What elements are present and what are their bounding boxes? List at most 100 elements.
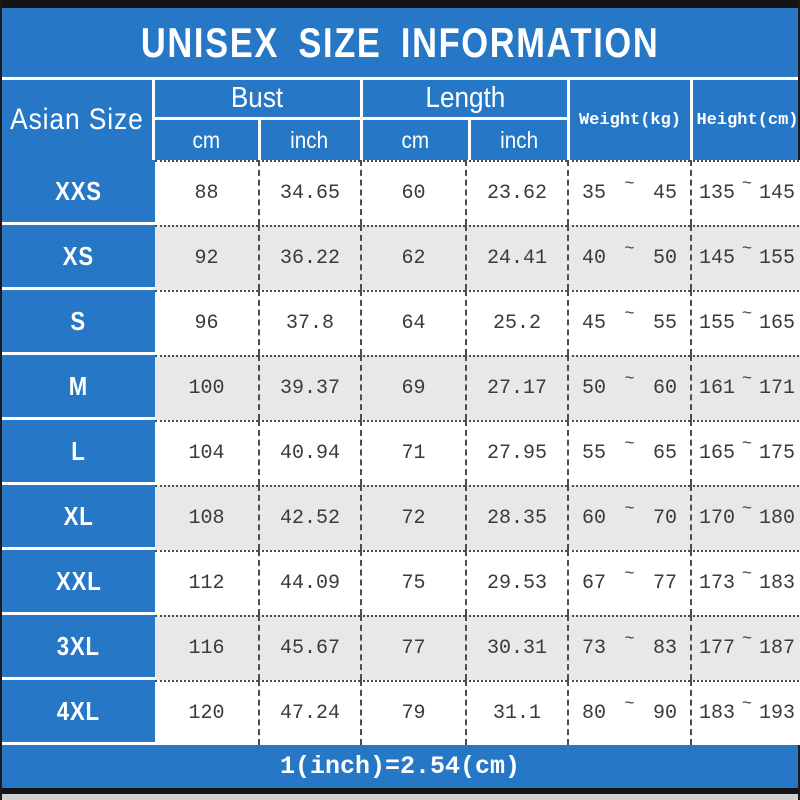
size-label: M: [68, 370, 89, 401]
header-bust: Bust: [155, 80, 360, 120]
height-min: 170: [699, 507, 736, 530]
height-min: 155: [699, 312, 736, 335]
header-length-inch: inch: [468, 120, 567, 160]
conversion-note: 1(inch)=2.54(cm): [279, 752, 521, 781]
weight-range-cell: 50 ~60: [567, 355, 690, 420]
weight-max: 50: [652, 247, 677, 270]
height-range-cell: 161 ~171: [690, 355, 800, 420]
length-cm-cell: 62: [360, 225, 465, 290]
weight-range-cell: 67 ~77: [567, 550, 690, 615]
header-weight: Weight(kg): [567, 80, 690, 160]
tilde-symbol: ~: [624, 435, 635, 454]
tilde-symbol: ~: [624, 565, 635, 584]
weight-max: 60: [652, 377, 677, 400]
table-row-xl: XL 108 42.52 72 28.35 60 ~70 170 ~180: [2, 485, 800, 550]
length-inch-cell: 27.17: [465, 355, 567, 420]
weight-min: 80: [582, 702, 607, 725]
length-cm-cell: 79: [360, 680, 465, 745]
length-inch-cell: 28.35: [465, 485, 567, 550]
height-range-cell: 145 ~155: [690, 225, 800, 290]
weight-max: 65: [652, 442, 677, 465]
size-cell: 4XL: [2, 680, 155, 745]
page-title: UNISEX SIZE INFORMATION: [140, 18, 660, 66]
weight-range-cell: 60 ~70: [567, 485, 690, 550]
length-cm-cell: 69: [360, 355, 465, 420]
weight-range-cell: 45 ~55: [567, 290, 690, 355]
size-label: XS: [62, 240, 95, 271]
top-black-bar: [2, 0, 798, 8]
height-min: 165: [699, 442, 736, 465]
header-asian-size: Asian Size: [2, 80, 155, 160]
length-cm-cell: 60: [360, 160, 465, 225]
weight-min: 55: [582, 442, 607, 465]
table-row-4xl: 4XL 120 47.24 79 31.1 80 ~90 183 ~193: [2, 680, 800, 745]
size-label: S: [70, 305, 87, 336]
height-min: 135: [699, 182, 736, 205]
tilde-symbol: ~: [624, 240, 635, 259]
tilde-symbol: ~: [741, 630, 753, 649]
height-min: 183: [699, 702, 736, 725]
tilde-symbol: ~: [741, 305, 753, 324]
header-length-subrow: cm inch: [363, 120, 567, 160]
table-row-xxs: XXS 88 34.65 60 23.62 35 ~45 135 ~145: [2, 160, 800, 225]
length-inch-cell: 30.31: [465, 615, 567, 680]
tilde-symbol: ~: [741, 565, 753, 584]
bust-cm-cell: 88: [155, 160, 258, 225]
weight-range-cell: 55 ~65: [567, 420, 690, 485]
length-cm-cell: 77: [360, 615, 465, 680]
table-header: Asian Size Bust cm inch Length cm: [2, 80, 800, 160]
header-height: Height(cm): [690, 80, 800, 160]
length-inch-cell: 23.62: [465, 160, 567, 225]
weight-min: 50: [582, 377, 607, 400]
weight-min: 67: [582, 572, 607, 595]
size-label: XL: [63, 500, 94, 531]
height-max: 187: [758, 637, 795, 660]
length-cm-cell: 72: [360, 485, 465, 550]
header-bust-subrow: cm inch: [155, 120, 360, 160]
weight-max: 83: [652, 637, 677, 660]
height-max: 171: [758, 377, 795, 400]
tilde-symbol: ~: [741, 435, 753, 454]
bust-inch-cell: 36.22: [258, 225, 360, 290]
bust-cm-cell: 104: [155, 420, 258, 485]
header-length: Length: [363, 80, 567, 120]
tilde-symbol: ~: [624, 695, 635, 714]
weight-range-cell: 80 ~90: [567, 680, 690, 745]
height-range-cell: 170 ~180: [690, 485, 800, 550]
tilde-symbol: ~: [741, 500, 753, 519]
length-inch-cell: 25.2: [465, 290, 567, 355]
size-label: XXS: [55, 175, 102, 206]
bust-cm-cell: 120: [155, 680, 258, 745]
header-bust-inch-label: inch: [290, 126, 328, 153]
tilde-symbol: ~: [624, 500, 635, 519]
bust-inch-cell: 42.52: [258, 485, 360, 550]
tilde-symbol: ~: [624, 370, 635, 389]
length-inch-cell: 27.95: [465, 420, 567, 485]
weight-max: 77: [652, 572, 677, 595]
table-row-xs: XS 92 36.22 62 24.41 40 ~50 145 ~155: [2, 225, 800, 290]
weight-range-cell: 73 ~83: [567, 615, 690, 680]
title-band: UNISEX SIZE INFORMATION: [2, 8, 798, 77]
header-length-cm: cm: [363, 120, 468, 160]
height-range-cell: 135 ~145: [690, 160, 800, 225]
weight-range-cell: 35 ~45: [567, 160, 690, 225]
height-max: 193: [758, 702, 795, 725]
length-inch-cell: 24.41: [465, 225, 567, 290]
bust-inch-cell: 40.94: [258, 420, 360, 485]
height-max: 165: [758, 312, 795, 335]
bust-cm-cell: 108: [155, 485, 258, 550]
size-label: 4XL: [56, 695, 101, 726]
header-length-inch-label: inch: [500, 126, 538, 153]
tilde-symbol: ~: [741, 370, 753, 389]
height-range-cell: 177 ~187: [690, 615, 800, 680]
tilde-symbol: ~: [624, 175, 635, 194]
height-max: 180: [758, 507, 795, 530]
length-inch-cell: 31.1: [465, 680, 567, 745]
height-range-cell: 183 ~193: [690, 680, 800, 745]
height-max: 175: [758, 442, 795, 465]
table-row-xxl: XXL 112 44.09 75 29.53 67 ~77 173 ~183: [2, 550, 800, 615]
title-separator-line: [2, 77, 798, 80]
bust-inch-cell: 47.24: [258, 680, 360, 745]
header-group-length: Length cm inch: [360, 80, 567, 160]
weight-max: 90: [652, 702, 677, 725]
